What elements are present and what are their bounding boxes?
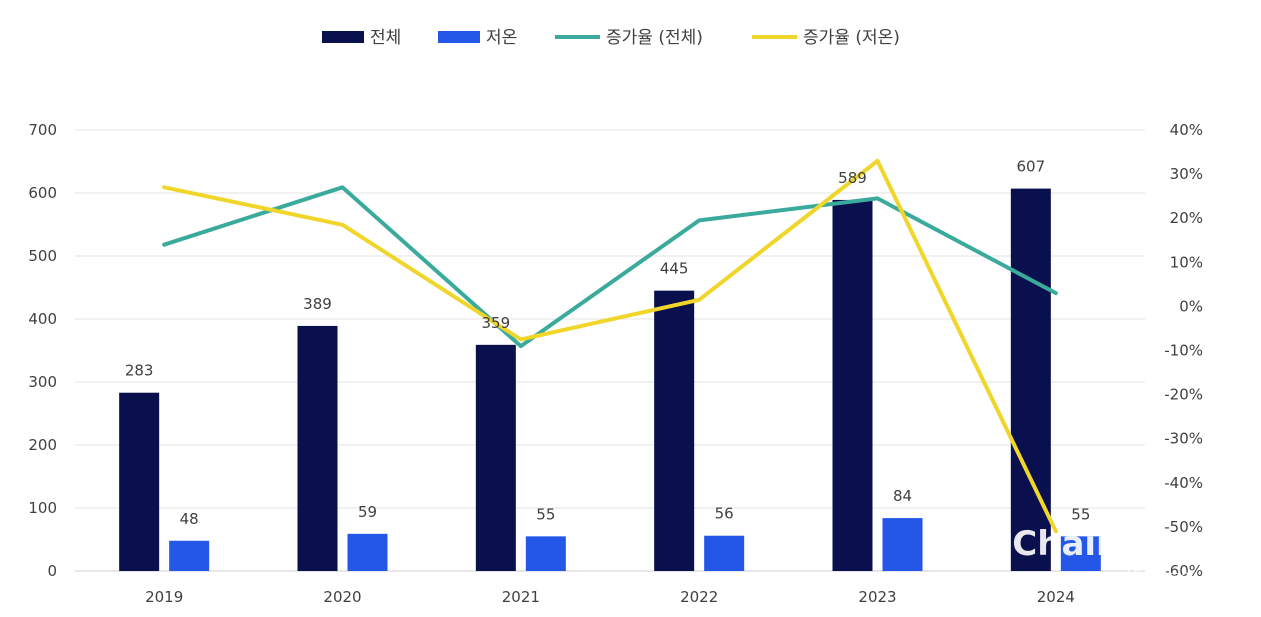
- x-tick-label: 2020: [323, 588, 361, 606]
- bar-value-label: 59: [358, 503, 377, 521]
- bar-value-label: 389: [303, 295, 332, 313]
- y-left-tick-label: 300: [28, 373, 57, 391]
- bar-total: [654, 290, 695, 571]
- bar-value-label: 56: [715, 505, 734, 523]
- bar-value-label: 359: [482, 314, 511, 332]
- x-tick-label: 2023: [858, 588, 896, 606]
- bar-cold: [1060, 536, 1101, 571]
- y-right-tick-label: 40%: [1170, 121, 1203, 139]
- y-right-tick-label: 10%: [1170, 253, 1203, 271]
- y-left-tick-label: 200: [28, 436, 57, 454]
- gridlines: [75, 129, 1145, 572]
- bar-value-label: 445: [660, 260, 689, 278]
- bar-value-label: 607: [1017, 158, 1046, 176]
- x-tick-label: 2024: [1037, 588, 1075, 606]
- bar-total: [1010, 188, 1051, 571]
- y-left-tick-label: 400: [28, 310, 57, 328]
- bar-value-label: 589: [838, 169, 867, 187]
- bar-cold: [704, 535, 745, 571]
- y-left-tick-label: 700: [28, 121, 57, 139]
- watermark-brand-suffix: news: [1120, 536, 1184, 561]
- y-right-tick-label: 30%: [1170, 165, 1203, 183]
- bars: [119, 188, 1101, 571]
- y-left-tick-label: 0: [47, 562, 57, 580]
- y-left-tick-label: 500: [28, 247, 57, 265]
- bar-cold: [525, 536, 566, 571]
- y-right-tick-label: -10%: [1164, 342, 1203, 360]
- x-tick-label: 2019: [145, 588, 183, 606]
- bar-total: [297, 325, 338, 571]
- bar-value-label: 55: [1071, 505, 1090, 523]
- y-right-tick-label: -40%: [1164, 474, 1203, 492]
- axis-ticks: 0 100 200 300 400 500 600 700 -60% -50% -40% -30% -2…: [28, 121, 1203, 606]
- y-right-tick-label: -60%: [1164, 562, 1203, 580]
- y-right-tick-label: 20%: [1170, 209, 1203, 227]
- x-tick-label: 2022: [680, 588, 718, 606]
- bar-total: [119, 392, 160, 571]
- watermark-tagline: 콜드체인뉴스: [1120, 569, 1192, 584]
- line-growth-total: [162, 185, 1058, 349]
- legend-swatch: [438, 31, 480, 43]
- data-labels: 283 389 359 445 589 607 48 59 55 56 84 55: [125, 158, 1091, 528]
- y-left-tick-label: 600: [28, 184, 57, 202]
- line-growth-cold: [162, 158, 1058, 534]
- y-left-tick-label: 100: [28, 499, 57, 517]
- bar-cold: [882, 518, 923, 571]
- bar-total: [475, 344, 516, 571]
- legend-label: 증가율 (저온): [803, 28, 900, 48]
- bar-value-label: 48: [180, 510, 199, 528]
- lines: [162, 158, 1058, 534]
- bar-total: [832, 199, 873, 571]
- bar-value-label: 55: [536, 505, 555, 523]
- legend: 전체 저온 증가율 (전체) 증가율 (저온): [322, 28, 900, 48]
- legend-label: 증가율 (전체): [606, 28, 703, 48]
- y-right-tick-label: -20%: [1164, 386, 1203, 404]
- legend-swatch: [322, 31, 364, 43]
- watermark: ColdChain news 콜드체인뉴스: [928, 524, 1192, 584]
- bar-value-label: 84: [893, 487, 912, 505]
- bar-value-label: 283: [125, 362, 154, 380]
- y-right-tick-label: -30%: [1164, 430, 1203, 448]
- bar-cold: [347, 533, 388, 571]
- bar-cold: [169, 540, 210, 571]
- y-right-tick-label: 0%: [1179, 297, 1203, 315]
- x-tick-label: 2021: [502, 588, 540, 606]
- y-right-tick-label: -50%: [1164, 518, 1203, 536]
- watermark-brand-main: ColdChain: [928, 524, 1120, 564]
- legend-label: 전체: [370, 28, 401, 48]
- legend-label: 저온: [486, 28, 517, 48]
